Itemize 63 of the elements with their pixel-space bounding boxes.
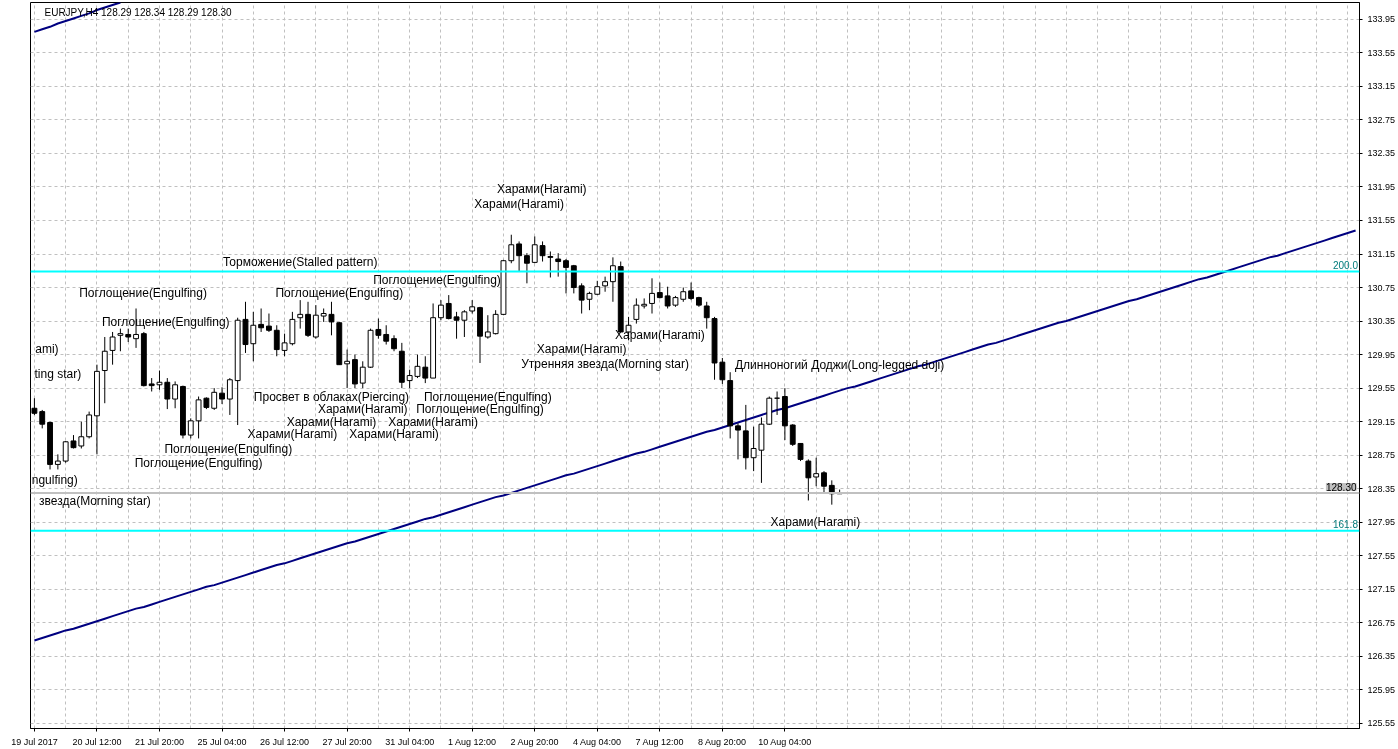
annotation: Торможение(Stalled pattern)	[222, 255, 378, 270]
x-tick-label: 26 Jul 12:00	[260, 736, 310, 747]
y-tick-label: 131.15	[1367, 249, 1396, 259]
annotation: Поглощение(Engulfing)	[101, 314, 230, 329]
annotation: Харами(Harami)	[770, 515, 861, 530]
x-tick-label: 25 Jul 04:00	[197, 736, 247, 747]
x-tick-label: 10 Aug 04:00	[758, 736, 812, 747]
annotation: ngulfing)	[31, 473, 78, 488]
annotation: Харами(Harami)	[536, 341, 627, 356]
y-tick-label: 130.75	[1367, 282, 1396, 293]
y-tick-label: 128.75	[1367, 450, 1396, 461]
annotation: Харами(Harami)	[388, 414, 478, 429]
annotation: 161.8	[1332, 519, 1359, 531]
annotation: Утренняя звезда(Morning star)	[521, 356, 690, 371]
annotation: Поглощение(Engulfing)	[134, 455, 263, 470]
x-tick-label: 27 Jul 20:00	[322, 736, 372, 747]
y-tick-label: 125.55	[1367, 718, 1396, 729]
y-tick-label: 132.35	[1367, 148, 1396, 159]
x-tick-label: 21 Jul 20:00	[134, 736, 185, 747]
y-tick-label: 126.35	[1367, 651, 1396, 662]
y-tick-label: 129.95	[1367, 349, 1396, 360]
y-tick-label: 127.55	[1367, 550, 1396, 561]
annotation: Просвет в облаках(Piercing)	[253, 389, 410, 404]
x-tick-label: 7 Aug 12:00	[635, 736, 684, 747]
y-tick-label: 133.95	[1367, 14, 1396, 25]
y-tick-label: 127.95	[1367, 517, 1396, 528]
annotation: Поглощение(Engulfing)	[416, 402, 544, 417]
annotation: ting star)	[34, 366, 82, 381]
y-tick-label: 128.35	[1367, 483, 1396, 494]
annotation: 200.0	[1332, 260, 1359, 272]
annotation: Поглощение(Engulfing)	[424, 389, 552, 404]
y-tick-label: 129.15	[1367, 416, 1396, 427]
annotation: Харами(Harami)	[496, 181, 587, 196]
x-tick-label: 19 Jul 2017	[11, 736, 58, 747]
x-tick-label: 2 Aug 20:00	[510, 736, 559, 747]
annotation: Харами(Harami)	[317, 402, 408, 417]
annotation: звезда(Morning star)	[39, 494, 151, 509]
y-tick-label: 131.55	[1367, 215, 1396, 226]
y-tick-label: 133.15	[1367, 81, 1396, 92]
x-tick-label: 8 Aug 20:00	[698, 736, 747, 747]
annotation: Поглощение(Engulfing)	[373, 272, 501, 287]
y-tick-label: 132.75	[1367, 114, 1396, 125]
y-tick-label: 130.35	[1367, 316, 1396, 327]
annotation: Харами(Harami)	[349, 427, 439, 442]
x-tick-label: 1 Aug 12:00	[447, 736, 496, 747]
annotation: Поглощение(Engulfing)	[164, 442, 293, 457]
ref-line-label: 128.30	[1325, 481, 1357, 493]
annotation: Харами(Harami)	[286, 414, 377, 429]
y-tick-label: 133.55	[1367, 47, 1396, 58]
annotation: Харами(Harami)	[247, 427, 338, 442]
y-tick-label: 129.55	[1367, 383, 1396, 394]
y-tick-label: 126.75	[1367, 617, 1396, 628]
x-tick-label: 20 Jul 12:00	[72, 736, 122, 747]
y-tick-label: 131.95	[1367, 181, 1396, 192]
y-tick-label: 127.15	[1367, 584, 1396, 595]
y-tick-label: 125.95	[1367, 684, 1396, 695]
x-tick-label: 31 Jul 04:00	[385, 736, 435, 747]
annotation: Поглощение(Engulfing)	[275, 286, 404, 301]
annotation: Длинноногий Доджи(Long-legged doji)	[734, 357, 945, 372]
annotation: ami)	[35, 341, 59, 356]
annotation: Поглощение(Engulfing)	[79, 286, 207, 301]
x-tick-label: 4 Aug 04:00	[573, 736, 622, 747]
annotation: Харами(Harami)	[474, 196, 564, 211]
